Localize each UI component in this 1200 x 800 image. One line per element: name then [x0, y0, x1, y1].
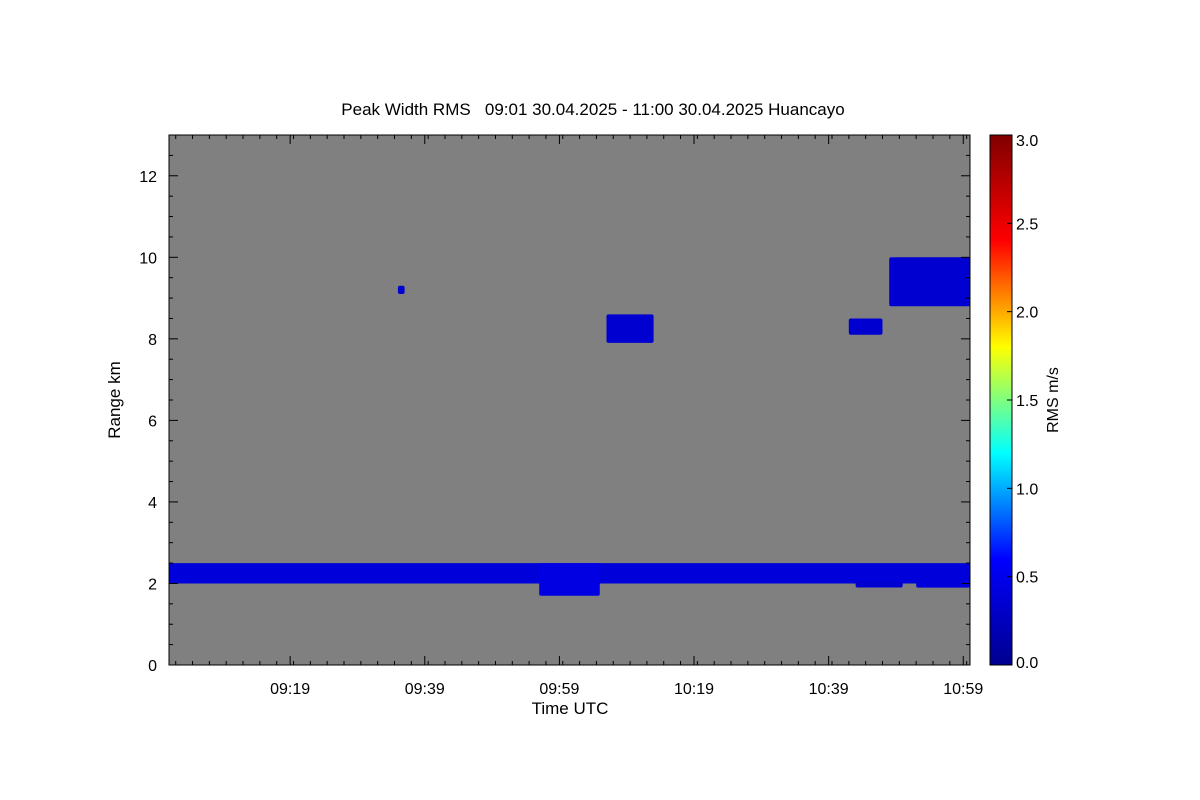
- data-region-4: [397, 285, 405, 294]
- colorbar-tick-label: 0.0: [1016, 655, 1038, 672]
- y-tick-label: 8: [148, 332, 157, 349]
- y-tick-label: 2: [148, 576, 157, 593]
- colorbar-axis: 0.0 0.5 1.0 1.5 2.0 2.5 3.0: [1007, 133, 1038, 672]
- data-layer: [169, 257, 970, 596]
- colorbar-tick-label: 3.0: [1016, 133, 1038, 150]
- data-region-6: [848, 318, 883, 335]
- y-tick-label: 12: [139, 169, 157, 186]
- x-tick-label: 09:59: [539, 681, 579, 698]
- y-tick-label: 10: [139, 250, 157, 267]
- data-region-5: [606, 314, 654, 343]
- y-axis: 0 2 4 6 8 10 12: [139, 134, 970, 675]
- data-region-3: [916, 579, 970, 588]
- data-region-1: [539, 563, 600, 596]
- x-axis: 09:19 09:39 09:59 10:19 10:39 10:59: [175, 135, 983, 698]
- y-axis-label: Range km: [105, 361, 124, 438]
- data-region-7: [889, 257, 970, 307]
- colorbar-tick-label: 1.0: [1016, 481, 1038, 498]
- x-axis-label: Time UTC: [532, 699, 609, 718]
- colorbar-tick-label: 1.5: [1016, 393, 1038, 410]
- x-tick-label: 09:39: [405, 681, 445, 698]
- colorbar-tick-label: 2.5: [1016, 216, 1038, 233]
- chart-title: Peak Width RMS 09:01 30.04.2025 - 11:00 …: [341, 100, 844, 119]
- x-tick-label: 10:59: [943, 681, 983, 698]
- y-tick-label: 6: [148, 413, 157, 430]
- y-tick-label: 4: [148, 495, 157, 512]
- colorbar-tick-label: 2.0: [1016, 305, 1038, 322]
- data-region-2: [855, 581, 903, 588]
- y-tick-label: 0: [148, 658, 157, 675]
- x-tick-label: 10:19: [674, 681, 714, 698]
- colorbar-label: RMS m/s: [1045, 367, 1062, 433]
- colorbar-tick-label: 0.5: [1016, 570, 1038, 587]
- x-tick-label: 09:19: [270, 681, 310, 698]
- x-tick-label: 10:39: [809, 681, 849, 698]
